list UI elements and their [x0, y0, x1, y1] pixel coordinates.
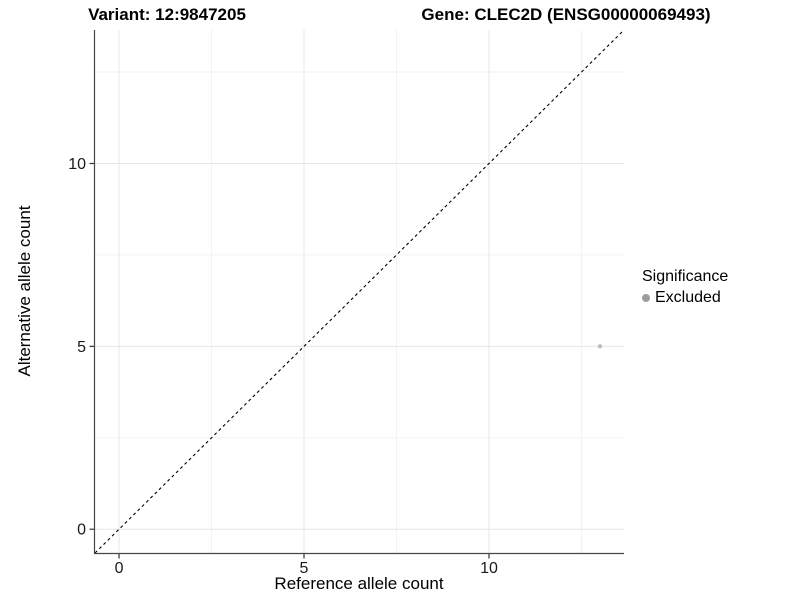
y-tick-label: 5	[77, 339, 86, 356]
data-point	[597, 344, 603, 349]
variant-title: Variant: 12:9847205	[88, 5, 246, 24]
x-tick-label: 5	[300, 560, 309, 577]
x-tick-label: 10	[480, 560, 498, 577]
y-tick-label: 0	[77, 522, 86, 539]
legend-point-icon	[642, 294, 650, 302]
legend-entry-label: Excluded	[655, 289, 721, 306]
legend-entry: Excluded	[642, 289, 728, 307]
gene-title: Gene: CLEC2D (ENSG00000069493)	[421, 5, 711, 24]
x-axis-title: Reference allele count	[274, 574, 444, 593]
legend: Significance Excluded	[642, 268, 728, 307]
legend-title: Significance	[642, 268, 729, 285]
x-tick-label: 0	[115, 560, 124, 577]
y-axis-title: Alternative allele count	[15, 205, 34, 377]
identity-line	[94, 29, 625, 554]
y-tick-label: 10	[68, 156, 86, 173]
